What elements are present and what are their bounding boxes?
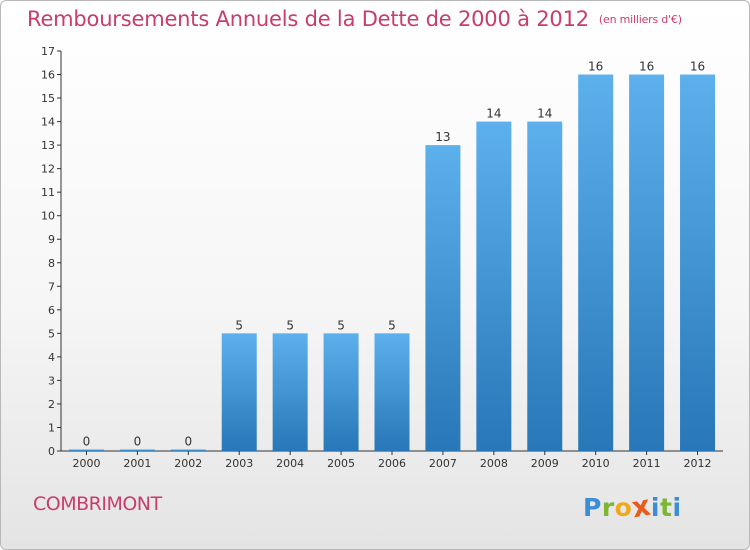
bar (374, 333, 410, 451)
chart-unit: (en milliers d'€) (598, 13, 682, 26)
x-tick-label: 2009 (531, 457, 559, 470)
y-tick-label: 14 (41, 116, 55, 129)
chart-title-text: Remboursements Annuels de la Dette de 20… (27, 7, 589, 31)
y-tick-label: 8 (48, 257, 55, 270)
y-tick-label: 5 (48, 327, 55, 340)
bar-value-label: 5 (388, 318, 396, 332)
x-tick-label: 2011 (633, 457, 661, 470)
y-tick-label: 13 (41, 139, 55, 152)
bar-value-label: 13 (435, 130, 450, 144)
y-tick-label: 11 (41, 186, 55, 199)
x-tick-label: 2002 (174, 457, 202, 470)
bar (221, 333, 257, 451)
x-tick-label: 2012 (684, 457, 712, 470)
x-tick-label: 2001 (123, 457, 151, 470)
x-tick-label: 2003 (225, 457, 253, 470)
bar-value-label: 0 (134, 435, 142, 449)
bar (323, 333, 359, 451)
y-tick-label: 15 (41, 92, 55, 105)
y-tick-label: 17 (41, 45, 55, 58)
bar-value-label: 16 (588, 60, 603, 74)
logo-letter: i (650, 493, 660, 522)
bar-value-label: 0 (184, 435, 192, 449)
x-tick-label: 2010 (582, 457, 610, 470)
bar-value-label: 5 (286, 318, 294, 332)
y-tick-label: 3 (48, 374, 55, 387)
bar-value-label: 5 (235, 318, 243, 332)
x-tick-label: 2000 (72, 457, 100, 470)
bar (476, 121, 512, 452)
y-tick-label: 4 (48, 351, 55, 364)
bar-value-label: 16 (639, 60, 654, 74)
bar (680, 74, 716, 451)
y-tick-label: 7 (48, 280, 55, 293)
chart-bars: 0 0 0 5 5 5 5 13 14 14 16 16 16 (68, 60, 716, 452)
logo-letter: r (601, 493, 615, 522)
y-tick-label: 10 (41, 210, 55, 223)
proxiti-logo[interactable]: Proxiti (583, 489, 682, 525)
logo-letter: t (660, 493, 673, 522)
x-tick-label: 2004 (276, 457, 304, 470)
bar-value-label: 16 (690, 60, 705, 74)
bar (629, 74, 665, 451)
bar (272, 333, 308, 451)
bar-value-label: 5 (337, 318, 345, 332)
y-tick-label: 6 (48, 304, 55, 317)
bar (68, 449, 104, 451)
logo-letter: i (672, 493, 682, 522)
y-tick-label: 0 (48, 445, 55, 458)
bar (170, 449, 206, 451)
bar-value-label: 14 (537, 107, 552, 121)
bar-value-label: 14 (486, 107, 501, 121)
y-tick-label: 1 (48, 421, 55, 434)
bar (119, 449, 155, 451)
bar (425, 145, 461, 451)
x-tick-label: 2007 (429, 457, 457, 470)
x-tick-label: 2006 (378, 457, 406, 470)
place-name: COMBRIMONT (33, 493, 162, 515)
x-tick-label: 2008 (480, 457, 508, 470)
chart-title: Remboursements Annuels de la Dette de 20… (27, 7, 682, 31)
x-tick-label: 2005 (327, 457, 355, 470)
y-tick-label: 12 (41, 163, 55, 176)
y-tick-label: 16 (41, 69, 55, 82)
bar (578, 74, 614, 451)
bar-value-label: 0 (83, 435, 91, 449)
logo-letter: o (614, 493, 633, 522)
y-tick-label: 9 (48, 233, 55, 246)
y-tick-label: 2 (48, 398, 55, 411)
bar (527, 121, 563, 452)
logo-letter: P (583, 493, 602, 522)
